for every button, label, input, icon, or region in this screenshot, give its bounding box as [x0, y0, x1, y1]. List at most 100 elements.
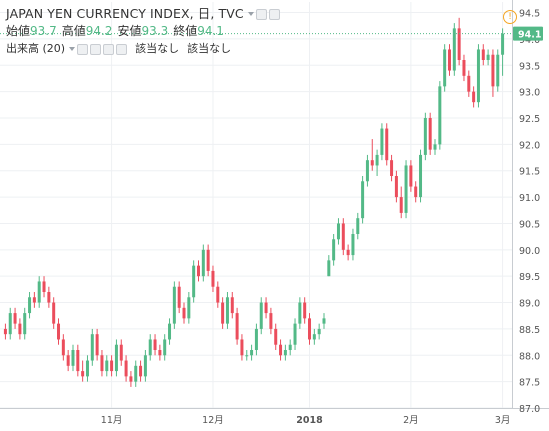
ohlc-readout: 始値 93.7 高値 94.2 安値 93.3 終値 94.1 [6, 23, 280, 39]
candle-body [206, 249, 210, 271]
candle-body [332, 239, 336, 261]
candle-body [52, 302, 56, 324]
candle-body [414, 186, 418, 198]
candle-body [254, 328, 258, 350]
candle-body [168, 323, 172, 340]
candle-body [467, 75, 471, 92]
candle-body [447, 49, 451, 71]
candle-body [361, 181, 365, 219]
candle-body [380, 128, 384, 155]
low-label: 安値 [117, 24, 142, 38]
candle-body [57, 323, 61, 340]
hide-icon[interactable] [255, 8, 267, 20]
candle-body [472, 91, 476, 103]
candle-body [124, 360, 128, 377]
close-label: 終値 [173, 24, 198, 38]
candle-body [134, 365, 138, 382]
candle-body [66, 355, 70, 366]
candle-body [90, 334, 94, 361]
candle-body [221, 302, 225, 324]
x-tick-label: 3月 [495, 415, 511, 426]
candle-body [85, 360, 89, 377]
high-label: 高値 [61, 24, 86, 38]
y-tick-label: 93.5 [519, 61, 540, 72]
y-tick-label: 87.0 [519, 404, 540, 415]
plus-icon[interactable] [103, 43, 115, 55]
candle-body [336, 223, 340, 240]
candle-body [250, 350, 254, 356]
candle-body [76, 350, 80, 372]
candle-body [269, 313, 273, 329]
candle-body [303, 302, 307, 319]
candle-body [457, 28, 461, 60]
candle-body [163, 339, 167, 356]
volume-value: 該当なし [187, 42, 232, 55]
candle-body [201, 249, 205, 277]
candle-body [419, 154, 423, 198]
candle-body [139, 365, 143, 377]
candle-body [486, 54, 490, 60]
candle-body [375, 154, 379, 166]
candle-body [365, 160, 369, 182]
candle-body [81, 371, 85, 377]
candle-body [28, 297, 32, 314]
open-label: 始値 [6, 24, 31, 38]
candle-body [385, 128, 389, 161]
candle-body [293, 323, 297, 345]
candle-body [428, 118, 432, 150]
candle-body [283, 350, 287, 356]
last-price-label: 94.1 [518, 30, 541, 41]
volume-value: 該当なし [135, 42, 180, 55]
candle-body [37, 281, 41, 303]
y-tick-label: 92.5 [519, 114, 540, 125]
x-tick-label: 2018 [296, 415, 323, 426]
volume-label: 出来高 (20) [6, 42, 66, 55]
candle-body [143, 355, 147, 377]
candle-body [491, 54, 495, 87]
candle-body [61, 339, 65, 356]
chart-legend: JAPAN YEN CURRENCY INDEX, 日, TVC 始値 93.7… [6, 6, 280, 57]
y-tick-label: 90.0 [519, 246, 540, 257]
y-tick-label: 91.5 [519, 167, 540, 178]
candle-body [225, 297, 229, 324]
candle-body [317, 328, 321, 335]
y-tick-label: 91.0 [519, 193, 540, 204]
settings-icon[interactable] [268, 8, 280, 20]
chevron-down-icon[interactable] [247, 12, 254, 16]
chevron-down-icon[interactable] [69, 47, 76, 51]
candle-body [187, 297, 191, 319]
settings-icon[interactable] [90, 43, 102, 55]
candle-body [341, 223, 345, 250]
candle-body [312, 334, 316, 340]
hide-icon[interactable] [77, 43, 89, 55]
candle-body [496, 54, 500, 87]
chart-title: JAPAN YEN CURRENCY INDEX, 日, TVC [6, 6, 244, 21]
low-value: 93.3 [141, 24, 169, 38]
y-tick-label: 94.5 [519, 9, 540, 20]
candle-body [351, 234, 355, 256]
candle-body [462, 60, 466, 76]
candle-body [346, 249, 350, 256]
y-tick-label: 90.5 [519, 219, 540, 230]
candle-body [433, 144, 437, 150]
candle-body [423, 118, 427, 155]
high-value: 94.2 [85, 24, 113, 38]
candle-body [114, 344, 118, 372]
candle-body [100, 355, 104, 372]
candle-body [404, 165, 408, 213]
candle-body [288, 344, 292, 350]
candle-body [119, 344, 123, 361]
candle-body [481, 49, 485, 60]
warning-icon[interactable]: ! [503, 10, 517, 24]
y-tick-label: 88.5 [519, 325, 540, 336]
candle-body [438, 86, 442, 145]
y-tick-label: 93.0 [519, 88, 540, 99]
candle-body [177, 286, 181, 308]
candle-body [279, 344, 283, 356]
candle-body [95, 334, 99, 356]
candle-body [18, 323, 22, 335]
candle-body [476, 49, 480, 103]
candle-body [356, 218, 360, 234]
more-icon[interactable] [116, 43, 128, 55]
